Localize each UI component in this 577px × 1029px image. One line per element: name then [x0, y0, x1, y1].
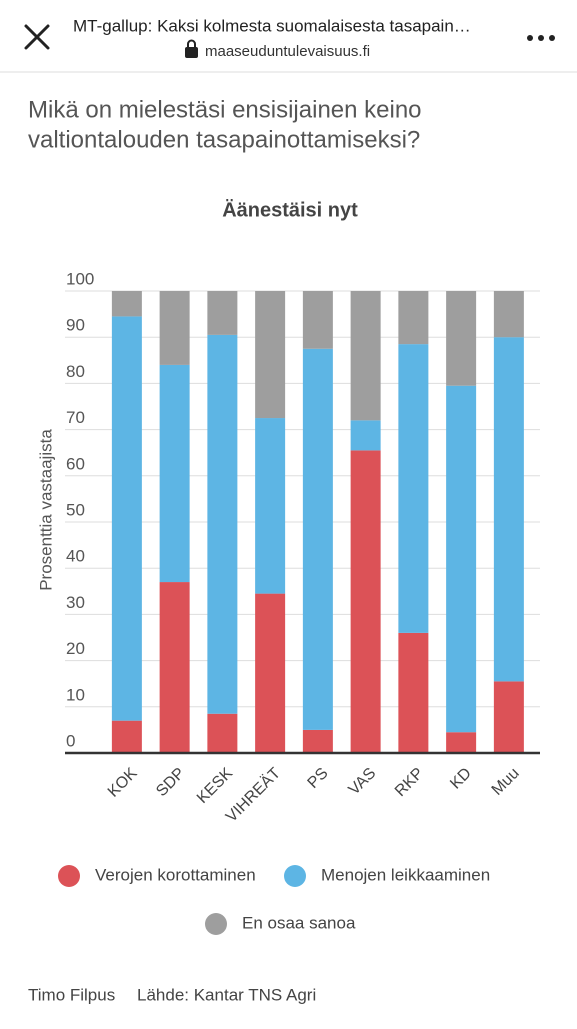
chart-title: Äänestäisi nyt: [222, 198, 358, 221]
bar-segment: [111, 291, 142, 317]
y-tick-label: 20: [66, 639, 85, 658]
lock-icon: [185, 39, 198, 58]
bar-segment: [111, 316, 142, 721]
question: Mikä on mielestäsi ensisijainen keino: [28, 96, 422, 123]
x-tick-label: RKP: [392, 765, 427, 800]
x-tick-label: KESK: [194, 765, 236, 807]
bar-segment: [493, 291, 524, 338]
bar-segment: [159, 364, 190, 583]
bar-segment: [398, 632, 429, 753]
y-tick-label: 60: [66, 454, 85, 473]
y-tick-label: 50: [66, 500, 85, 519]
y-tick-label: 30: [66, 593, 85, 612]
bar-segment: [302, 729, 333, 753]
menu-button[interactable]: [527, 35, 555, 41]
legend-label: En osaa sanoa: [242, 913, 356, 932]
bar-segment: [350, 450, 381, 753]
bar-segment: [159, 582, 190, 753]
author: Timo Filpus: [28, 985, 115, 1004]
bar-segment: [207, 713, 238, 753]
y-tick-label: 80: [66, 362, 85, 381]
legend-label: Menojen leikkaaminen: [321, 865, 490, 884]
close-button[interactable]: [24, 24, 50, 50]
y-tick-label: 70: [66, 408, 85, 427]
bar-segment: [493, 337, 524, 682]
bar-segment: [446, 291, 477, 386]
bar-segment: [302, 348, 333, 730]
page-title: MT-gallup: Kaksi kolmesta suomalaisesta …: [73, 16, 471, 35]
y-axis-label: Prosenttia vastaajista: [36, 429, 55, 591]
x-tick-label: SDP: [153, 765, 188, 800]
y-tick-label: 40: [66, 547, 85, 566]
y-tick-label: 0: [66, 731, 75, 750]
bar-segment: [207, 291, 238, 335]
x-tick-label: PS: [305, 765, 332, 792]
bar-segment: [350, 291, 381, 421]
bar-segment: [255, 418, 286, 594]
bar-segment: [302, 291, 333, 349]
x-tick-label: KD: [447, 765, 475, 793]
bar-segment: [350, 420, 381, 451]
legend-marker: [205, 913, 227, 935]
bar-segment: [398, 291, 429, 345]
bar-segment: [111, 720, 142, 753]
x-tick-label: VAS: [346, 765, 380, 799]
bar-segment: [255, 291, 286, 419]
bar-segment: [446, 732, 477, 753]
question: valtiontalouden tasapainottamiseksi?: [28, 126, 420, 153]
x-tick-label: KOK: [105, 765, 141, 801]
y-tick-label: 100: [66, 269, 94, 288]
legend-marker: [284, 865, 306, 887]
bar-segment: [159, 291, 190, 365]
url: maaseuduntulevaisuus.fi: [205, 43, 370, 60]
y-tick-label: 10: [66, 685, 85, 704]
bar-segment: [255, 593, 286, 753]
y-tick-label: 90: [66, 316, 85, 335]
bar-segment: [446, 385, 477, 733]
x-tick-label: Muu: [489, 765, 523, 799]
source: Lähde: Kantar TNS Agri: [137, 985, 316, 1004]
legend-marker: [58, 865, 80, 887]
bar-segment: [207, 334, 238, 714]
browser-bar: [0, 0, 577, 72]
bar-segment: [398, 344, 429, 633]
bar-segment: [493, 681, 524, 753]
legend-label: Verojen korottaminen: [95, 865, 256, 884]
